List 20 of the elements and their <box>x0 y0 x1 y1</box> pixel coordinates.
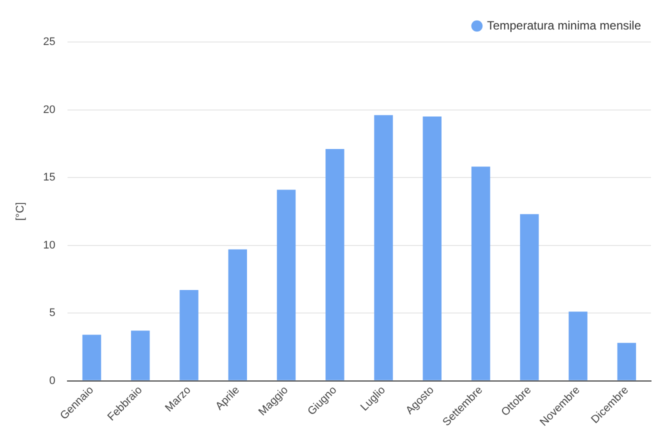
bar <box>520 214 539 380</box>
bar <box>180 290 198 380</box>
bar <box>617 342 636 380</box>
y-tick-label: 15 <box>43 172 56 184</box>
bar <box>276 190 296 380</box>
bar <box>568 312 588 380</box>
bar <box>326 149 344 380</box>
legend-label: Temperatura minima mensile <box>486 18 642 32</box>
y-tick-label: 25 <box>43 36 56 48</box>
y-tick-label: 20 <box>43 104 56 116</box>
bar <box>131 330 150 380</box>
bar <box>374 115 393 380</box>
y-tick-label: 0 <box>49 374 56 387</box>
y-tick-label: 5 <box>49 307 56 320</box>
bar <box>471 166 490 380</box>
y-tick-label: 10 <box>43 239 56 252</box>
y-axis-title: [°C] <box>14 202 27 221</box>
bar <box>422 116 442 380</box>
bar <box>228 249 248 380</box>
bar <box>82 334 102 380</box>
